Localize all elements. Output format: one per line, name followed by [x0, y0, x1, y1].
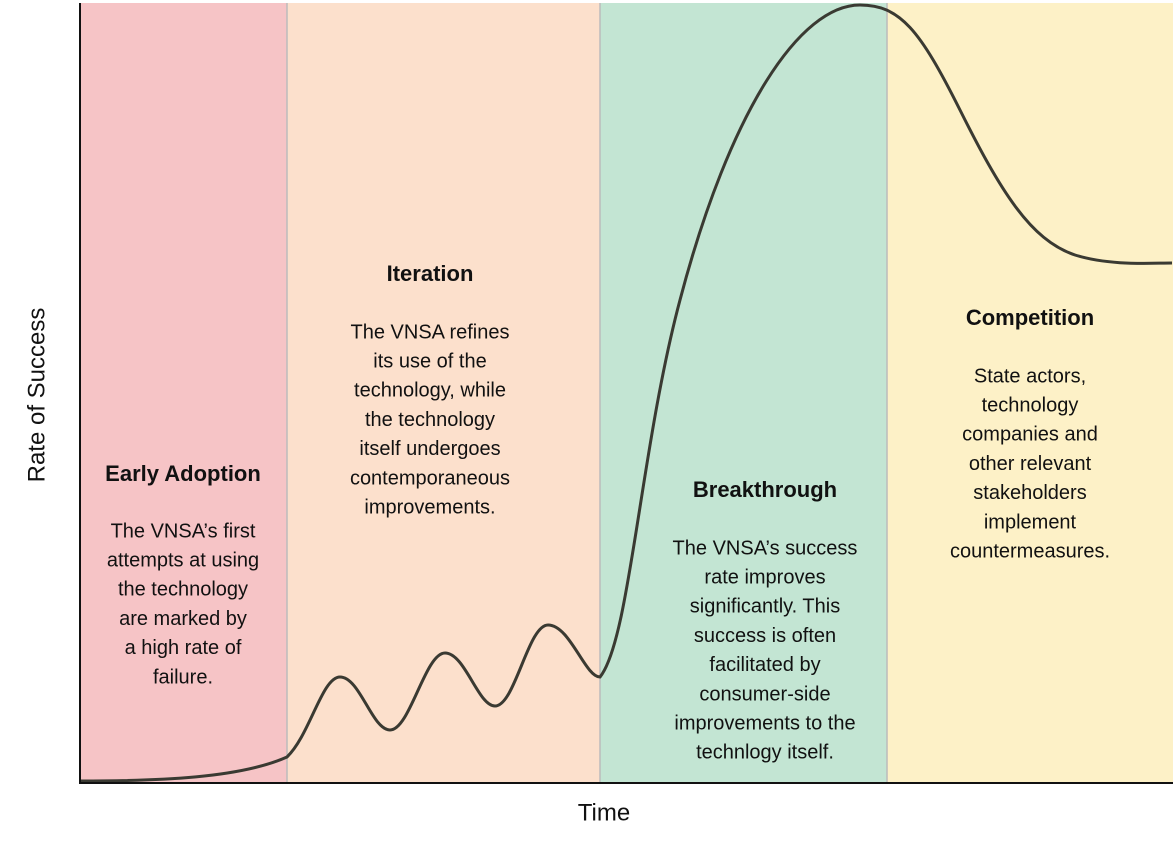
- phase-description: its use of the: [373, 350, 486, 372]
- phase-title: Competition: [966, 305, 1094, 330]
- phase-description: The VNSA’s success: [673, 537, 858, 559]
- phase-description: significantly. This: [690, 596, 840, 618]
- phase-description: contemporaneous: [350, 467, 510, 489]
- phase-band: [887, 3, 1173, 783]
- phase-description: The VNSA refines: [351, 321, 510, 343]
- phase-description: a high rate of: [125, 637, 242, 659]
- phase-band: [600, 3, 887, 783]
- phase-description: consumer-side: [699, 683, 830, 705]
- phase-description: facilitated by: [709, 654, 820, 676]
- phase-description: itself undergoes: [359, 438, 500, 460]
- phase-title: Early Adoption: [105, 461, 261, 486]
- phase-description: the technology: [118, 579, 248, 601]
- phase-description: The VNSA’s first: [111, 520, 256, 542]
- phase-description: are marked by: [119, 608, 247, 630]
- phase-description: improvements.: [364, 496, 495, 518]
- phase-description: State actors,: [974, 365, 1086, 387]
- phase-description: success is often: [694, 625, 836, 647]
- y-axis-label: Rate of Success: [23, 308, 50, 483]
- phase-description: stakeholders: [973, 482, 1086, 504]
- phase-description: technlogy itself.: [696, 742, 834, 764]
- phase-description: companies and: [962, 424, 1098, 446]
- phase-description: other relevant: [969, 453, 1092, 475]
- phase-title: Iteration: [387, 261, 474, 286]
- phase-band: [80, 3, 287, 783]
- phase-description: attempts at using: [107, 549, 259, 571]
- phase-description: countermeasures.: [950, 540, 1110, 562]
- phase-description: the technology: [365, 409, 495, 431]
- phase-description: improvements to the: [674, 712, 855, 734]
- phase-title: Breakthrough: [693, 477, 837, 502]
- phase-description: technology, while: [354, 380, 506, 402]
- phase-description: implement: [984, 511, 1077, 533]
- x-axis-label: Time: [578, 799, 630, 826]
- phase-description: failure.: [153, 666, 213, 688]
- phase-description: rate improves: [704, 566, 825, 588]
- phase-description: technology: [982, 394, 1079, 416]
- success-curve: [79, 3, 1173, 783]
